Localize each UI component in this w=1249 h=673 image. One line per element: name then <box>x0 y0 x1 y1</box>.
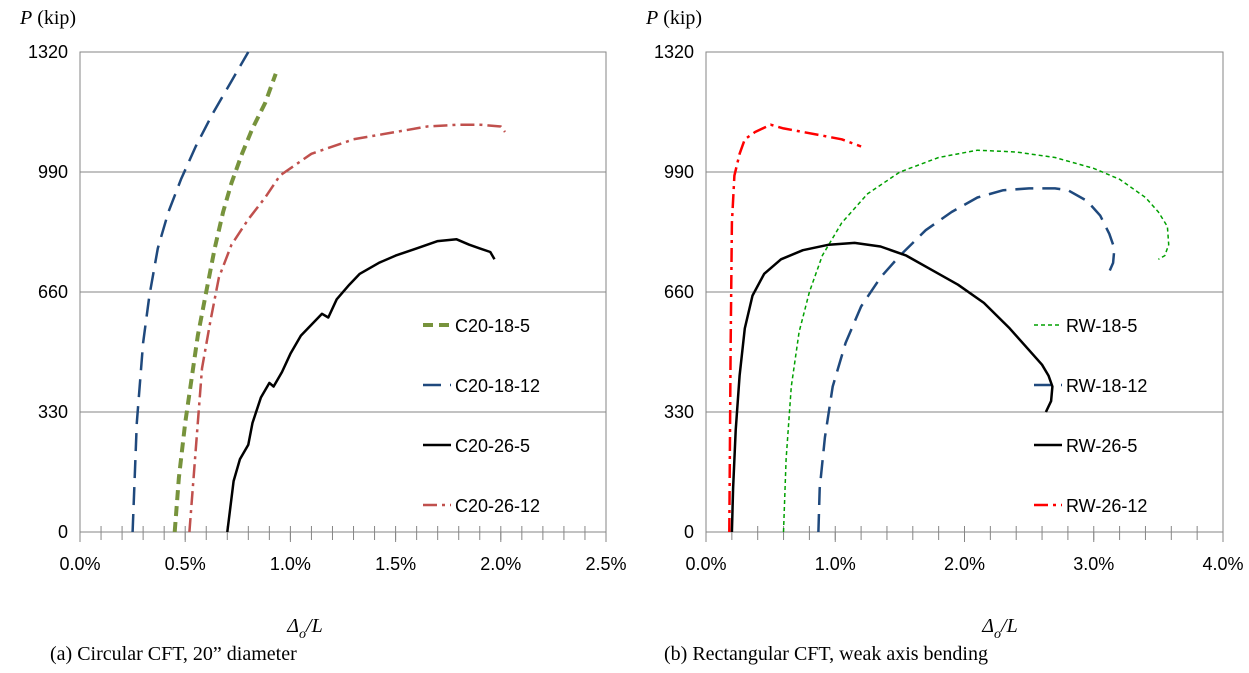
y-tick-label: 990 <box>664 162 694 182</box>
series-line-RW-26-5 <box>730 241 1054 533</box>
legend-label: C20-26-5 <box>455 436 530 456</box>
x-axis-label: Δo/L <box>286 615 322 642</box>
x-tick-label: 3.0% <box>1073 554 1114 574</box>
chart-a: 0 330 660 990 1320 0.0% 0.5% 1.0% 1.5% 2.0% 2.5% P … <box>19 7 627 665</box>
legend-label: RW-26-5 <box>1066 436 1137 456</box>
y-axis-unit: (kip) <box>658 7 702 29</box>
x-tick-label: 1.0% <box>815 554 856 574</box>
series-line-C20-26-5 <box>226 238 496 533</box>
y-tick-label: 0 <box>58 522 68 542</box>
legend-label: RW-18-5 <box>1066 316 1137 336</box>
x-axis-tail: /L <box>1000 615 1018 637</box>
figure-caption: (b) Rectangular CFT, weak axis bending <box>664 643 988 665</box>
x-tick-label: 1.0% <box>270 554 311 574</box>
y-axis-var: P <box>645 7 658 29</box>
legend-label: RW-26-12 <box>1066 496 1147 516</box>
y-axis-label: P (kip) <box>19 7 76 29</box>
x-tick-label: 0.0% <box>685 554 726 574</box>
x-tick-label: 4.0% <box>1202 554 1243 574</box>
x-axis-label: Δo/L <box>981 615 1017 642</box>
chart-b: 0 330 660 990 1320 0.0% 1.0% 2.0% 3.0% 4.0% P (kip… <box>645 7 1244 665</box>
figure-caption: (a) Circular CFT, 20” diameter <box>50 643 297 665</box>
y-tick-label: 1320 <box>28 42 68 62</box>
x-tick-label: 0.5% <box>165 554 206 574</box>
x-tick-label: 0.0% <box>59 554 100 574</box>
x-axis-main: Δ <box>981 615 994 637</box>
x-tick-label: 2.0% <box>944 554 985 574</box>
series-line-RW-26-12 <box>728 123 862 533</box>
y-axis-var: P <box>19 7 32 29</box>
y-tick-label: 660 <box>664 282 694 302</box>
y-tick-label: 0 <box>684 522 694 542</box>
x-tick-label: 2.5% <box>585 554 626 574</box>
x-tick-label: 2.0% <box>480 554 521 574</box>
y-tick-label: 330 <box>664 402 694 422</box>
y-axis-unit: (kip) <box>32 7 76 29</box>
x-axis-main: Δ <box>286 615 299 637</box>
legend-label: C20-18-5 <box>455 316 530 336</box>
x-axis-sub: o <box>299 627 306 642</box>
x-axis-tail: /L <box>305 615 323 637</box>
y-axis-label: P (kip) <box>645 7 702 29</box>
legend-label: C20-18-12 <box>455 376 540 396</box>
series-line-C20-18-12 <box>131 51 250 533</box>
x-tick-label: 1.5% <box>375 554 416 574</box>
series-line-C20-18-5 <box>172 73 278 533</box>
x-axis-sub: o <box>994 627 1001 642</box>
legend-label: RW-18-12 <box>1066 376 1147 396</box>
y-tick-label: 990 <box>38 162 68 182</box>
y-tick-label: 1320 <box>654 42 694 62</box>
legend-label: C20-26-12 <box>455 496 540 516</box>
series-line-C20-26-12 <box>188 123 506 533</box>
series-line-RW-18-12 <box>817 187 1116 533</box>
y-tick-label: 330 <box>38 402 68 422</box>
y-tick-label: 660 <box>38 282 68 302</box>
series-line-RW-18-5 <box>782 149 1170 533</box>
